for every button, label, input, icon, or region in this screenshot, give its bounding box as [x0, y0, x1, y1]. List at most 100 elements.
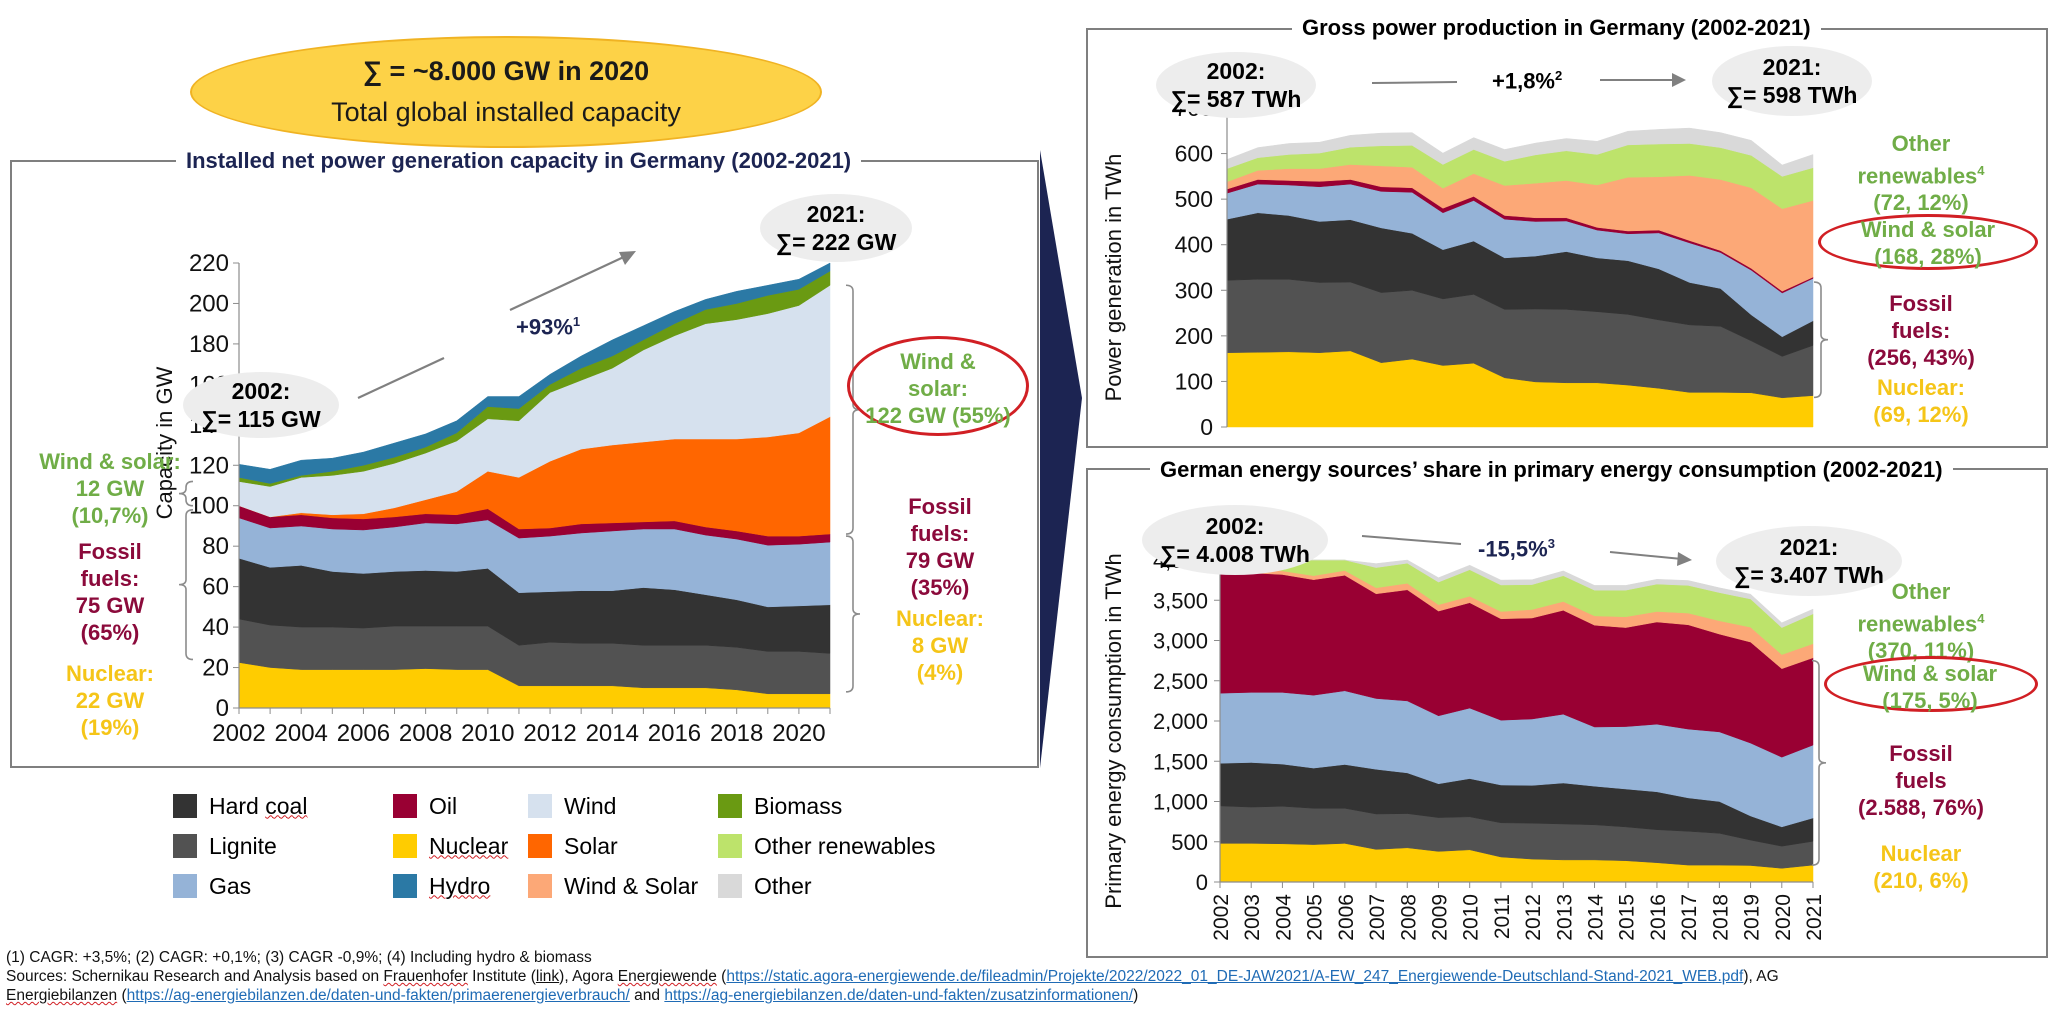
- brace-icon: [845, 535, 861, 693]
- legend-swatch: [718, 794, 742, 818]
- br-nuclear-line1: Nuclear: [1880, 841, 1962, 866]
- y-tick-label: 2,500: [1153, 669, 1208, 694]
- left-nuclear-2021-line1: Nuclear:: [895, 606, 985, 631]
- br-other-ren-footnote: 4: [1977, 611, 1985, 626]
- legend-swatch: [173, 834, 197, 858]
- legend-item-other: Other: [718, 873, 978, 899]
- legend-item-oil: Oil: [393, 793, 528, 819]
- legend-label: Gas: [209, 872, 252, 899]
- legend: Hard coal Oil Wind Biomass Lignite Nuclear Sol…: [173, 793, 978, 899]
- tr-other-ren-footnote: 4: [1977, 163, 1985, 178]
- x-tick-label: 2018: [710, 720, 763, 747]
- legend-swatch: [173, 794, 197, 818]
- y-tick-label: 180: [189, 331, 229, 358]
- left-fossil-2002-label: Fossil fuels: 75 GW (65%): [50, 538, 170, 646]
- agora-link[interactable]: https://static.agora-energiewende.de/fil…: [726, 968, 1744, 985]
- y-tick-label: 80: [202, 533, 229, 560]
- left-fossil-2021-label: Fossil fuels: 79 GW (35%): [880, 493, 1000, 601]
- left-bubble-2021: 2021: ∑= 222 GW: [760, 194, 912, 262]
- legend-item-nuclear: Nuclear: [393, 833, 528, 859]
- legend-label: Lignite: [209, 832, 277, 859]
- left-growth-label: +93%1: [516, 314, 580, 340]
- sources-prefix: Sources: Schernikau Research and Analysi…: [6, 968, 384, 985]
- ag-additional-info-link[interactable]: https://ag-energiebilanzen.de/daten-und-…: [664, 987, 1134, 1004]
- br-fossil-line3: (2.588, 76%): [1858, 795, 1984, 820]
- legend-item-hard-coal: Hard coal: [173, 793, 393, 819]
- tr-growth-footnote: 2: [1555, 68, 1563, 83]
- left-bubble-2021-year: 2021:: [806, 201, 866, 227]
- left-ws-2002-label: Wind & solar: 12 GW (10,7%): [30, 448, 190, 529]
- br-fossil-label: Fossil fuels (2.588, 76%): [1846, 740, 1996, 821]
- legend-label: Other: [754, 872, 812, 899]
- x-tick-label: 2010: [1460, 894, 1483, 941]
- legend-label: Oil: [429, 792, 458, 819]
- br-ws-label: Wind & solar (175, 5%): [1840, 660, 2020, 714]
- x-tick-label: 2017: [1678, 894, 1701, 941]
- footnote-sources-line: Sources: Schernikau Research and Analysi…: [6, 967, 1779, 986]
- br-growth-value: -15,5%: [1478, 536, 1548, 562]
- br-fossil-line1: Fossil: [1889, 741, 1953, 766]
- tr-nuclear-line2: (69, 12%): [1873, 402, 1969, 427]
- x-tick-label: 2021: [1803, 894, 1826, 941]
- x-tick-label: 2020: [1772, 894, 1795, 941]
- left-nuclear-2002-line3: (19%): [80, 715, 140, 740]
- legend-swatch: [528, 794, 552, 818]
- x-tick-label: 2014: [586, 720, 639, 747]
- tr-ws-line1: Wind & solar: [1860, 217, 1996, 242]
- tr-bubble-2002-year: 2002:: [1206, 58, 1266, 84]
- br-ws-line1: Wind & solar: [1862, 661, 1998, 686]
- frauenhofer-link[interactable]: link: [535, 968, 560, 985]
- left-nuclear-2002-label: Nuclear: 22 GW (19%): [50, 660, 170, 741]
- br-bubble-2021-year: 2021:: [1779, 534, 1839, 560]
- ag-primary-energy-link[interactable]: https://ag-energiebilanzen.de/daten-und-…: [126, 987, 630, 1004]
- legend-item-solar: Solar: [528, 833, 718, 859]
- y-tick-label: 600: [1175, 141, 1213, 167]
- left-bubble-2002: 2002: ∑= 115 GW: [183, 372, 339, 438]
- left-nuclear-2021-label: Nuclear: 8 GW (4%): [880, 605, 1000, 686]
- y-tick-label: 200: [189, 290, 229, 317]
- x-tick-label: 2011: [1491, 894, 1514, 939]
- left-ws-2021-line2: solar:: [908, 376, 968, 401]
- footnote-cagr: (1) CAGR: +3,5%; (2) CAGR: +0,1%; (3) CA…: [6, 949, 592, 966]
- primary-energy-chart: 05001,0001,5002,0002,5003,0003,5004,0002…: [1101, 535, 1827, 941]
- legend-label: Hydro: [429, 872, 491, 899]
- y-tick-label: 3,500: [1153, 588, 1208, 613]
- br-bubble-2002: 2002: ∑= 4.008 TWh: [1142, 505, 1328, 575]
- capacity-chart: 0204060801001201401601802002202002200420…: [152, 250, 861, 747]
- legend-item-wind: Wind: [528, 793, 718, 819]
- x-tick-label: 2003: [1241, 894, 1264, 941]
- br-other-renewables-label: Other renewables4 (370, 11%): [1846, 578, 1996, 664]
- legend-item-other-renewables: Other renewables: [718, 833, 978, 859]
- br-bubble-2002-year: 2002:: [1205, 513, 1265, 539]
- x-tick-label: 2007: [1366, 894, 1389, 941]
- left-nuclear-2021-line3: (4%): [916, 660, 964, 685]
- left-ws-2021-line1: Wind &: [900, 349, 976, 374]
- left-fossil-2002-line2: fuels:: [80, 566, 140, 591]
- legend-item-lignite: Lignite: [173, 833, 393, 859]
- tr-bubble-2021-total: ∑= 598 TWh: [1726, 82, 1858, 108]
- x-tick-label: 2013: [1553, 894, 1576, 941]
- left-bubble-2021-total: ∑= 222 GW: [775, 229, 897, 255]
- x-tick-label: 2010: [461, 720, 514, 747]
- x-tick-label: 2006: [1335, 894, 1358, 941]
- br-growth-label: -15,5%3: [1478, 536, 1555, 562]
- y-tick-label: 20: [202, 655, 229, 682]
- tr-other-ren-line1: Other: [1891, 131, 1951, 156]
- transition-arrow-icon: [1040, 150, 1082, 768]
- arrow-head-icon: [619, 251, 636, 265]
- y-tick-label: 0: [216, 695, 229, 722]
- sources-text-2: ), Agora: [559, 968, 618, 985]
- x-tick-label: 2008: [1397, 894, 1420, 941]
- sources-text-6: and: [629, 987, 665, 1004]
- legend-swatch: [528, 874, 552, 898]
- left-ws-2002-line3: (10,7%): [71, 503, 149, 528]
- br-nuclear-label: Nuclear (210, 6%): [1846, 840, 1996, 894]
- brace-icon: [178, 480, 194, 507]
- tr-bubble-2021: 2021: ∑= 598 TWh: [1712, 46, 1872, 116]
- legend-label: Solar: [564, 832, 618, 859]
- br-fossil-line2: fuels: [1895, 768, 1947, 793]
- y-tick-label: 3,000: [1153, 629, 1208, 654]
- br-bubble-2021: 2021: ∑= 3.407 TWh: [1716, 526, 1902, 596]
- br-other-ren-line2: renewables: [1857, 611, 1978, 637]
- x-tick-label: 2014: [1585, 894, 1608, 941]
